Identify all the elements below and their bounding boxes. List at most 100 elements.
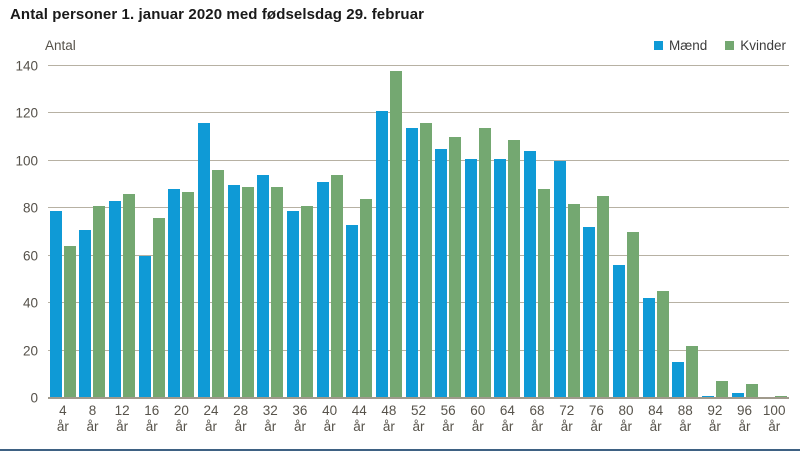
bar-group <box>196 66 226 398</box>
bar-group <box>522 66 552 398</box>
x-tick-label: 40 år <box>322 403 338 434</box>
bar-group <box>78 66 108 398</box>
bar-kvinder-28-år <box>241 186 254 398</box>
bar-group <box>404 66 434 398</box>
bar-group <box>255 66 285 398</box>
bar-mænd-52-år <box>405 127 418 398</box>
legend-label-kvinder: Kvinder <box>740 38 786 53</box>
x-tick-label: 76 år <box>588 403 604 434</box>
bar-kvinder-16-år <box>152 217 165 398</box>
bar-group <box>611 66 641 398</box>
bar-mænd-28-år <box>227 184 240 398</box>
bar-kvinder-100-år <box>775 395 788 398</box>
x-tick-label: 100 år <box>762 403 786 434</box>
bar-mænd-88-år <box>672 362 685 398</box>
x-tick-label: 12 år <box>114 403 130 434</box>
gridline <box>48 207 789 209</box>
bar-kvinder-44-år <box>360 198 373 398</box>
bar-group <box>167 66 197 398</box>
bar-mænd-44-år <box>346 224 359 398</box>
bar-group <box>552 66 582 398</box>
x-tick-label: 20 år <box>173 403 189 434</box>
x-tick-label: 24 år <box>203 403 219 434</box>
x-tick-label: 4 år <box>56 403 69 434</box>
bar-group <box>344 66 374 398</box>
chart-title: Antal personer 1. januar 2020 med fødsel… <box>10 6 425 23</box>
y-axis-title: Antal <box>45 38 76 53</box>
bar-mænd-48-år <box>375 111 388 398</box>
plot-area <box>48 65 789 399</box>
y-tick-label: 120 <box>15 105 38 121</box>
bar-group <box>493 66 523 398</box>
bar-mænd-76-år <box>583 227 596 398</box>
bar-group <box>374 66 404 398</box>
gridline <box>48 65 789 66</box>
bar-group <box>463 66 493 398</box>
bar-kvinder-80-år <box>626 232 639 398</box>
bar-kvinder-76-år <box>597 196 610 398</box>
gridline <box>48 112 789 114</box>
bar-mænd-16-år <box>138 255 151 398</box>
x-tick-label: 68 år <box>529 403 545 434</box>
legend-item-maend: Mænd <box>653 38 708 53</box>
bar-mænd-68-år <box>524 151 537 398</box>
gridline <box>48 349 789 351</box>
legend-label-maend: Mænd <box>668 38 708 53</box>
bar-group <box>700 66 730 398</box>
bottom-rule <box>0 449 800 451</box>
bar-mænd-20-år <box>168 189 181 398</box>
bar-kvinder-64-år <box>508 139 521 398</box>
gridline <box>48 159 789 161</box>
bar-mænd-96-år <box>731 393 744 398</box>
y-tick-label: 0 <box>30 390 38 406</box>
y-tick-label: 20 <box>22 343 38 359</box>
bar-mænd-36-år <box>286 210 299 398</box>
bar-group <box>730 66 760 398</box>
bar-mænd-56-år <box>435 149 448 398</box>
x-tick-label: 8 år <box>86 403 99 434</box>
bar-group <box>285 66 315 398</box>
legend-item-kvinder: Kvinder <box>725 38 786 53</box>
bar-group <box>48 66 78 398</box>
legend-swatch-maend <box>653 41 663 50</box>
bar-mænd-80-år <box>612 265 625 398</box>
bar-group <box>137 66 167 398</box>
bar-group <box>670 66 700 398</box>
y-axis-labels: 0 20 40 60 80 100 120 140 <box>0 59 38 406</box>
bar-mænd-32-år <box>257 175 270 398</box>
bar-mænd-8-år <box>79 229 92 398</box>
bar-group <box>226 66 256 398</box>
bar-mænd-60-år <box>464 158 477 398</box>
x-tick-label: 88 år <box>677 403 693 434</box>
bar-kvinder-40-år <box>330 175 343 398</box>
y-tick-label: 60 <box>22 248 38 264</box>
bar-kvinder-96-år <box>745 383 758 398</box>
bar-mænd-12-år <box>109 201 122 398</box>
x-tick-label: 72 år <box>559 403 575 434</box>
bar-mænd-72-år <box>553 160 566 398</box>
x-tick-label: 48 år <box>381 403 397 434</box>
bar-kvinder-12-år <box>123 194 136 398</box>
bar-kvinder-36-år <box>300 205 313 398</box>
bar-kvinder-32-år <box>271 186 284 398</box>
x-tick-label: 64 år <box>499 403 515 434</box>
x-tick-label: 84 år <box>648 403 664 434</box>
bar-kvinder-4-år <box>63 246 76 398</box>
y-tick-label: 140 <box>15 58 38 74</box>
bar-kvinder-72-år <box>567 203 580 398</box>
bar-kvinder-52-år <box>419 122 432 398</box>
bar-kvinder-84-år <box>656 291 669 398</box>
bar-kvinder-8-år <box>93 205 106 398</box>
legend: Mænd Kvinder <box>653 38 786 53</box>
x-tick-label: 56 år <box>440 403 456 434</box>
bar-group <box>107 66 137 398</box>
bar-group <box>582 66 612 398</box>
x-tick-label: 16 år <box>144 403 160 434</box>
x-tick-label: 32 år <box>262 403 278 434</box>
bar-group <box>759 66 789 398</box>
bar-mænd-24-år <box>198 122 211 398</box>
bar-mænd-84-år <box>642 298 655 398</box>
x-tick-label: 44 år <box>351 403 367 434</box>
bar-kvinder-92-år <box>715 381 728 398</box>
